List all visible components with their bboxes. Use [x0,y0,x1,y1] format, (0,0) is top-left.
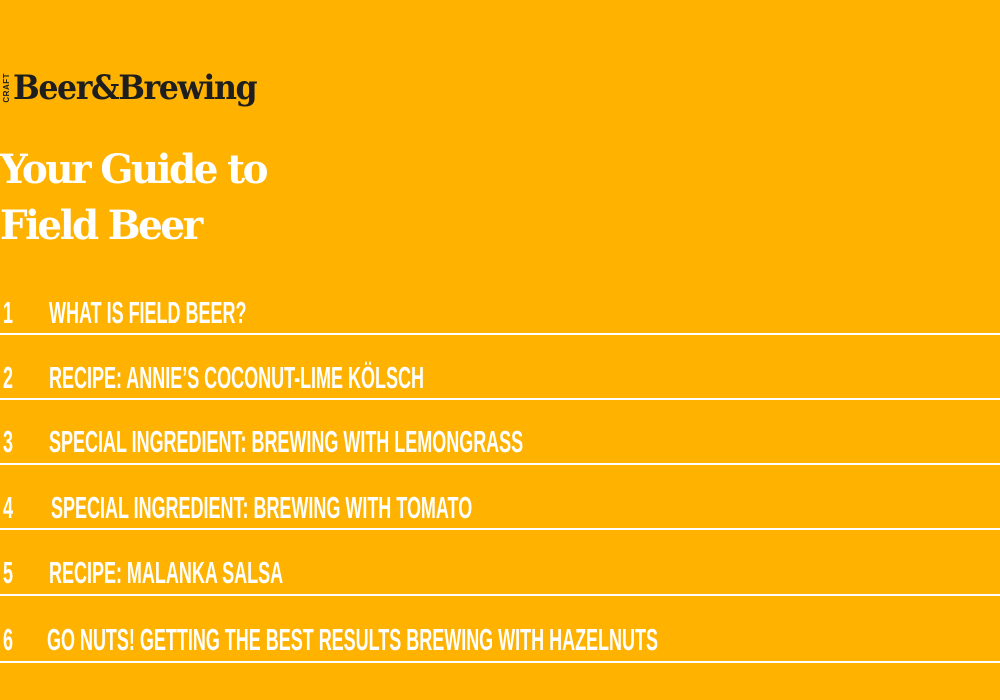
toc-item-5[interactable]: 5 RECIPE: MALANKA SALSA [0,557,1000,589]
toc-number: 3 [3,424,14,459]
toc-number: 4 [3,490,14,525]
toc-number: 2 [3,360,14,395]
divider [0,528,1000,530]
logo[interactable]: CRAFT Beer&Brewing [2,68,275,108]
toc-number: 1 [3,295,14,330]
divider [0,594,1000,596]
toc-item-1[interactable]: 1 WHAT IS FIELD BEER? [0,297,1000,329]
toc-item-2[interactable]: 2 RECIPE: ANNIE’S COCONUT-LIME KÖLSCH [0,362,1000,394]
toc-label: SPECIAL INGREDIENT: BREWING WITH LEMONGR… [49,424,524,459]
page-title: Your Guide to Field Beer [0,142,274,254]
toc-item-4[interactable]: 4 SPECIAL INGREDIENT: BREWING WITH TOMATO [0,492,1000,524]
toc-label: RECIPE: MALANKA SALSA [49,555,284,590]
toc-item-3[interactable]: 3 SPECIAL INGREDIENT: BREWING WITH LEMONG… [0,426,1000,458]
divider [0,398,1000,400]
toc-label: WHAT IS FIELD BEER? [49,295,247,330]
title-line-2: Field Beer [0,202,203,249]
toc-item-6[interactable]: 6 GO NUTS! GETTING THE BEST RESULTS BREWI… [0,624,1000,656]
title-line-1: Your Guide to [0,146,268,193]
toc-label: RECIPE: ANNIE’S COCONUT-LIME KÖLSCH [49,360,424,395]
toc-label: GO NUTS! GETTING THE BEST RESULTS BREWIN… [47,622,658,657]
toc-number: 6 [3,622,14,657]
divider [0,333,1000,335]
divider [0,661,1000,663]
divider [0,463,1000,465]
toc-number: 5 [3,555,14,590]
logo-craft: CRAFT [2,73,11,103]
toc-label: SPECIAL INGREDIENT: BREWING WITH TOMATO [51,490,473,525]
logo-brand: Beer&Brewing [13,68,258,108]
